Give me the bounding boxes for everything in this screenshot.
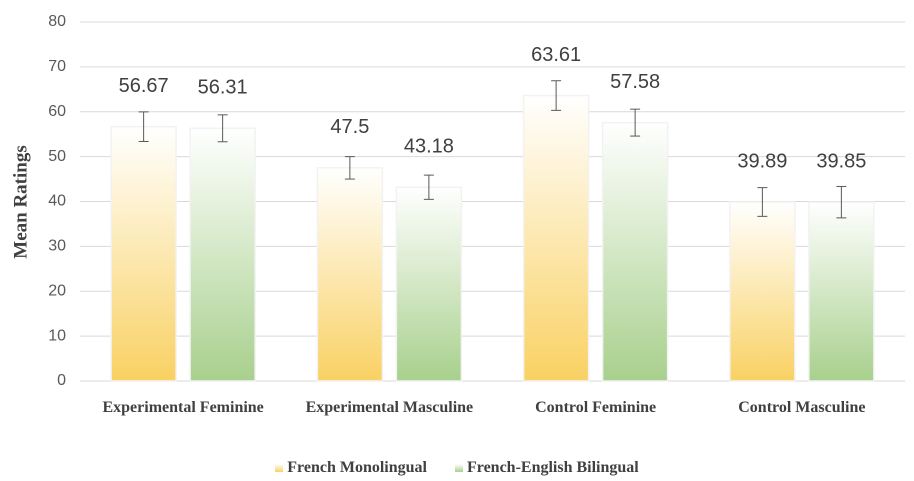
y-tick-label: 50	[48, 148, 66, 165]
bar	[808, 201, 875, 382]
y-tick-label: 10	[48, 327, 66, 344]
y-tick-label: 20	[48, 282, 66, 299]
x-tick-label: Experimental Masculine	[305, 399, 474, 416]
bar	[110, 125, 177, 382]
x-tick-label: Experimental Feminine	[102, 399, 264, 416]
bar	[522, 94, 590, 382]
bar	[395, 186, 463, 382]
value-label: 56.31	[198, 77, 248, 99]
value-label: 56.67	[119, 75, 169, 97]
value-label: 57.58	[610, 71, 660, 93]
bar	[316, 167, 384, 382]
bar	[601, 121, 669, 382]
legend-label: French Monolingual	[287, 459, 427, 476]
y-tick-label: 70	[48, 58, 66, 75]
y-axis-label: Mean Ratings	[10, 145, 31, 258]
y-tick-label: 40	[48, 193, 66, 210]
value-label: 39.85	[816, 150, 866, 172]
legend-label: French-English Bilingual	[466, 459, 639, 476]
x-tick-label: Control Masculine	[738, 399, 866, 416]
value-label: 47.5	[330, 116, 369, 138]
y-tick-label: 60	[48, 103, 66, 120]
value-label: 63.61	[531, 44, 581, 66]
legend-swatch	[275, 464, 284, 472]
legend-item: French-English Bilingual	[454, 459, 639, 476]
y-tick-label: 30	[48, 238, 66, 255]
value-label: 43.18	[404, 136, 454, 158]
legend: French Monolingual French-English Bilingu…	[0, 459, 914, 477]
y-tick-label: 80	[48, 13, 66, 30]
bar	[729, 201, 796, 382]
legend-item: French Monolingual	[275, 459, 427, 476]
x-tick-label: Control Feminine	[535, 399, 657, 416]
value-label: 39.89	[737, 150, 787, 172]
y-tick-label: 0	[57, 372, 66, 389]
bar	[189, 127, 256, 382]
legend-swatch	[454, 464, 463, 472]
